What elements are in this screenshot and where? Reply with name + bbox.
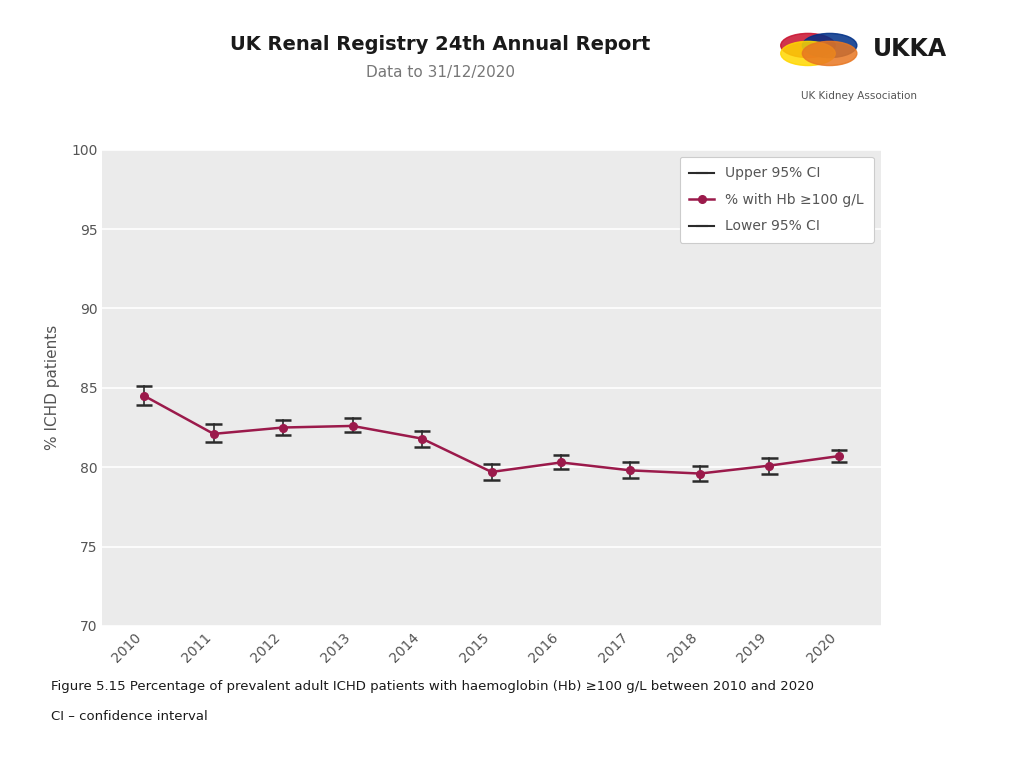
Text: Figure 5.15 Percentage of prevalent adult ICHD patients with haemoglobin (Hb) ≥1: Figure 5.15 Percentage of prevalent adul… (51, 680, 814, 693)
Circle shape (780, 33, 836, 58)
Text: UKKA: UKKA (872, 38, 947, 61)
Legend: Upper 95% CI, % with Hb ≥100 g/L, Lower 95% CI: Upper 95% CI, % with Hb ≥100 g/L, Lower … (680, 157, 873, 243)
Circle shape (780, 41, 836, 65)
Text: CI – confidence interval: CI – confidence interval (51, 710, 208, 723)
Text: UK Renal Registry 24th Annual Report: UK Renal Registry 24th Annual Report (230, 35, 650, 54)
Text: Data to 31/12/2020: Data to 31/12/2020 (366, 65, 515, 81)
Circle shape (803, 41, 857, 65)
Circle shape (803, 33, 857, 58)
Y-axis label: % ICHD patients: % ICHD patients (45, 325, 60, 451)
Text: UK Kidney Association: UK Kidney Association (801, 91, 916, 101)
